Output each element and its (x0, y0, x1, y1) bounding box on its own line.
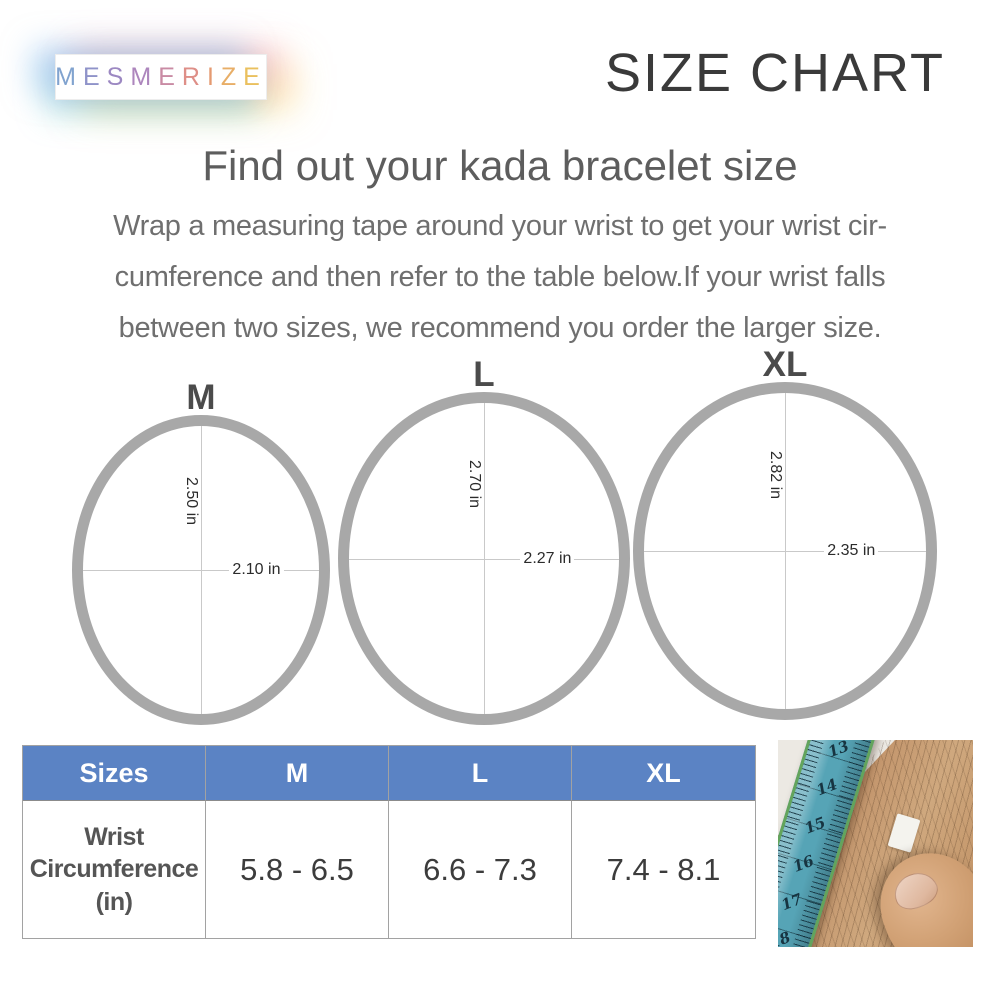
brand-letter: R (181, 62, 207, 91)
page-title: SIZE CHART (604, 43, 945, 103)
table-value-xl: 7.4 - 8.1 (606, 851, 721, 887)
intro-paragraph-line: between two sizes, we recommend you orde… (118, 312, 882, 344)
table-value-m: 5.8 - 6.5 (206, 801, 389, 938)
thumb-nail (888, 866, 943, 915)
horizontal-diameter-label: 2.35 in (824, 542, 879, 560)
tape-number: 16 (790, 851, 817, 876)
table-header-m: M (206, 746, 389, 801)
brand-letter: E (82, 62, 107, 91)
brand-letter: M (55, 62, 83, 91)
vertical-diameter-label: 2.50 in (182, 473, 200, 528)
brand-letter: E (243, 62, 267, 91)
tape-number: 13 (825, 740, 852, 761)
intro-paragraph: Wrap a measuring tape around your wrist … (0, 201, 1000, 354)
horizontal-diameter-label: 2.27 in (520, 549, 575, 568)
table-value-l: 6.6 - 7.3 (389, 801, 572, 938)
brand-letter: M (130, 62, 159, 91)
horizontal-diameter-label: 2.10 in (229, 561, 284, 579)
diagram-size-label: XL (762, 345, 808, 384)
size-diagram-m: M 2.50 in 2.10 in (72, 378, 330, 725)
intro-paragraph-line: Wrap a measuring tape around your wrist … (113, 210, 887, 242)
table-header-sizes: Sizes (23, 746, 206, 801)
vertical-diameter-label: 2.70 in (465, 456, 483, 511)
size-diagram-xl: XL 2.82 in 2.35 in (633, 345, 937, 720)
diagram-size-label: L (473, 355, 495, 394)
intro-heading: Find out your kada bracelet size (202, 142, 798, 189)
tape-number: 15 (801, 812, 828, 838)
tape-number: 18 (778, 927, 793, 947)
vertical-diameter-label: 2.82 in (766, 448, 784, 503)
brand-letter: I (206, 62, 221, 91)
crosshair-horizontal-line (349, 558, 619, 560)
brand-letter: S (106, 62, 131, 91)
sizes-table: Sizes M L XL Wrist Circumference (in) 5.… (22, 745, 756, 939)
diagram-size-label: M (186, 378, 216, 417)
size-diagram-l: L 2.70 in 2.27 in (338, 355, 630, 725)
wrist-measurement-photo: 13 14 15 16 17 18 (778, 740, 973, 947)
crosshair-horizontal-line (83, 570, 319, 571)
brand-letter: E (158, 62, 182, 91)
table-row-label: Wrist Circumference (in) (23, 801, 206, 938)
tape-number: 17 (778, 889, 805, 914)
crosshair-horizontal-line (644, 551, 926, 552)
intro-paragraph-line: cumference and then refer to the table b… (114, 261, 886, 293)
tape-number: 14 (813, 774, 840, 799)
table-header-xl: XL (572, 746, 755, 801)
table-header-l: L (389, 746, 572, 801)
brand-letter: Z (220, 62, 244, 91)
